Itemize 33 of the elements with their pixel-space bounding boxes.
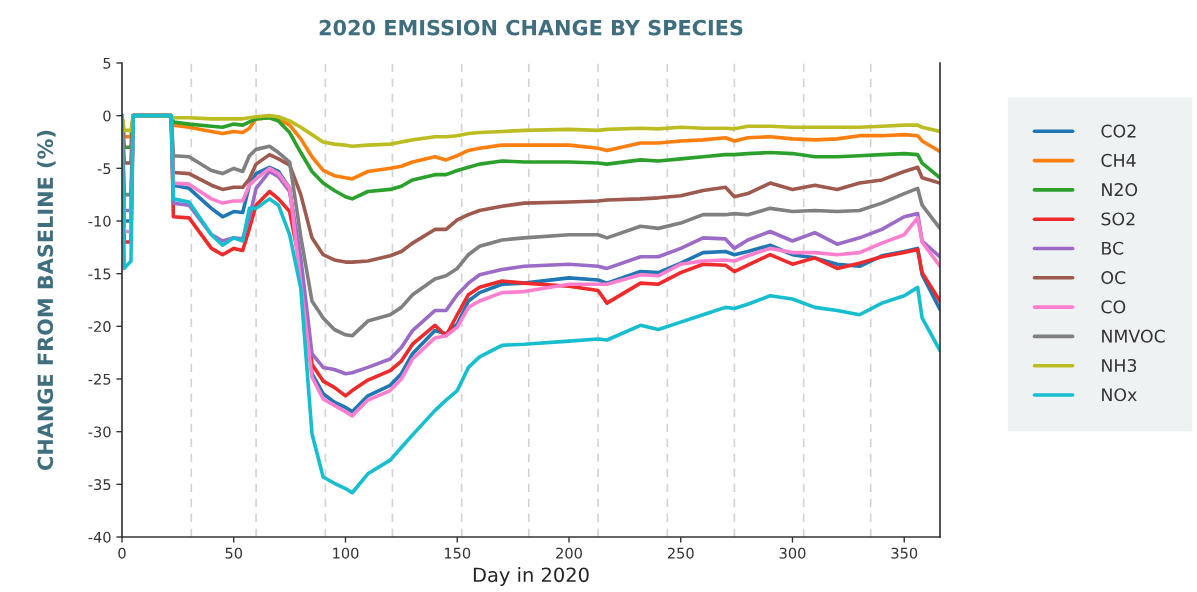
legend-label: CH4: [1101, 153, 1136, 167]
y-tick-label: -30: [88, 426, 111, 438]
legend-label: NH3: [1102, 358, 1137, 373]
y-axis-title: CHANGE FROM BASELINE (%): [37, 130, 56, 470]
legend-label: SO2: [1101, 212, 1135, 226]
legend-label: BC: [1102, 241, 1124, 255]
x-tick-label: 350: [891, 547, 918, 559]
legend-label: N2O: [1102, 183, 1138, 197]
chart-title: 2020 EMISSION CHANGE BY SPECIES: [319, 19, 743, 36]
legend-label: CO: [1101, 300, 1126, 314]
x-axis-title: Day in 2020: [473, 567, 589, 586]
x-tick-label: 300: [779, 547, 806, 559]
y-tick-label: -15: [88, 268, 111, 280]
y-tick-label: -20: [88, 321, 111, 333]
x-tick-label: 150: [444, 547, 471, 559]
legend-label: NOx: [1102, 388, 1137, 402]
legend-label: CO2: [1101, 124, 1136, 138]
x-tick-label: 50: [225, 547, 243, 559]
y-tick-label: -35: [88, 479, 111, 491]
legend-label: OC: [1101, 271, 1126, 285]
y-tick-label: -10: [88, 215, 111, 227]
y-tick-label: 0: [103, 110, 111, 122]
y-tick-label: -5: [97, 163, 111, 175]
x-tick-label: 0: [118, 547, 126, 559]
line-series: [122, 113, 940, 149]
legend-label: NMVOC: [1102, 329, 1165, 343]
x-tick-label: 100: [333, 547, 359, 559]
x-tick-label: 250: [667, 547, 694, 559]
y-tick-label: -40: [88, 531, 111, 543]
x-tick-label: 200: [556, 547, 582, 559]
y-tick-label: -25: [88, 373, 111, 385]
y-tick-label: 5: [103, 57, 111, 69]
line-series: [122, 113, 940, 495]
